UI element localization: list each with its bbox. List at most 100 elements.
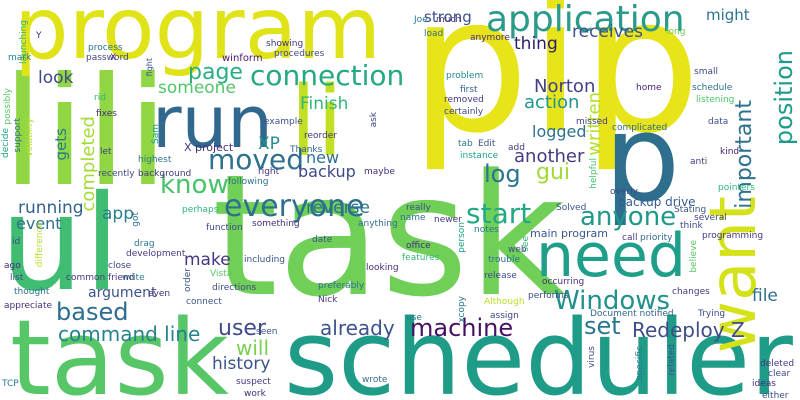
word-small: Stating <box>674 205 707 215</box>
word-gui: gui <box>536 160 571 185</box>
word-small: background <box>138 169 192 179</box>
word-small: password <box>86 53 129 63</box>
word-backup: backup <box>298 162 356 181</box>
word-action: action <box>524 92 580 113</box>
word-small: Vista <box>210 269 233 279</box>
word-small: load <box>424 29 444 39</box>
word-small: specific <box>635 346 645 381</box>
word-small: write <box>122 273 145 283</box>
word-strong: strong <box>424 8 472 26</box>
word-program: program <box>14 0 382 79</box>
word-small: much <box>436 15 462 25</box>
word-small: order <box>183 268 193 292</box>
word-small: work <box>244 389 266 399</box>
word-small: connect <box>186 297 222 307</box>
word-small: appreciate <box>4 301 53 311</box>
word-small: looking <box>366 263 399 273</box>
word-completed: completed <box>78 116 99 212</box>
word-small: long <box>666 27 686 37</box>
word-small: perhaps <box>182 205 219 215</box>
word-application: application <box>486 0 685 40</box>
word-small: schedule <box>692 83 733 93</box>
word-ul: ul <box>0 167 121 321</box>
word-will: will <box>236 336 270 360</box>
word-everyone: everyone <box>224 189 365 224</box>
word-small: really <box>406 203 431 213</box>
word-small: wrote <box>362 375 388 385</box>
word-small: decide <box>1 128 11 158</box>
word-small: notes <box>474 225 499 235</box>
word-need: need <box>536 221 686 291</box>
word-connection: connection <box>250 59 405 92</box>
word-small: office <box>406 241 431 251</box>
word-small: support <box>13 118 23 153</box>
word-small: person <box>457 222 467 253</box>
word-small: missed <box>576 117 608 127</box>
word-small: add <box>508 143 525 153</box>
word-small: maybe <box>364 167 395 177</box>
word-small: removed <box>444 95 484 105</box>
word-small: either <box>762 391 789 400</box>
word-small: occurring <box>542 277 585 287</box>
word-small: clear <box>768 369 791 379</box>
word-redeploy-z: Redeploy Z <box>632 318 745 342</box>
word-small: Edit <box>478 139 496 149</box>
word-x-project: X project <box>184 141 234 154</box>
word-small: let <box>100 147 112 157</box>
word-small: data <box>708 117 729 127</box>
word-small: Trying <box>698 309 726 319</box>
word-logged: logged <box>532 122 587 141</box>
word-small: rid <box>94 93 106 103</box>
word-scheduler: scheduler <box>284 297 793 400</box>
word-p: p <box>604 90 681 229</box>
word-small: Thanks <box>290 145 323 155</box>
word-xp: XP <box>258 134 280 154</box>
word-small: changes <box>672 287 710 297</box>
word-small: xcopy <box>457 296 467 323</box>
word-task-medium: task <box>10 297 229 400</box>
word-small: complicated <box>612 123 668 133</box>
word-small: process <box>88 43 123 53</box>
word-start: start <box>466 197 532 230</box>
word-small: pointers <box>718 183 755 193</box>
word-lili: lili <box>2 46 169 220</box>
word-receives: receives <box>572 22 643 42</box>
word-small: instance <box>460 151 499 161</box>
word-main-program: main program <box>530 227 608 240</box>
word-small: including <box>244 255 285 265</box>
word-small: even <box>148 289 171 299</box>
word-small: name <box>400 213 426 223</box>
word-small: virus <box>587 346 597 368</box>
word-running: running <box>18 198 84 218</box>
word-look: look <box>38 68 74 88</box>
word-small: winform <box>222 53 263 64</box>
word-small: performs <box>528 291 569 301</box>
word-small: release <box>484 271 517 281</box>
word-small: preferably <box>318 281 365 291</box>
word-small: Y <box>36 31 42 41</box>
word-small: something <box>252 219 300 229</box>
word-small: ask <box>369 112 379 128</box>
word-small: following <box>228 177 269 187</box>
word-small: showing <box>266 39 304 49</box>
word-small: seen <box>256 327 278 337</box>
word-another: another <box>514 146 585 167</box>
word-based: based <box>56 298 129 326</box>
word-already: already <box>320 316 395 340</box>
word-someone: someone <box>158 78 236 98</box>
word-argument: argument <box>88 285 157 301</box>
word-small: newer <box>434 215 462 225</box>
word-small: deleted <box>760 359 795 369</box>
word-norton: Norton <box>534 76 596 97</box>
word-windows: Windows <box>554 286 671 316</box>
word-small: trouble <box>488 255 520 265</box>
word-small: suspect <box>236 377 271 387</box>
word-small: common friend <box>66 273 135 283</box>
word-small: right <box>258 167 280 177</box>
word-small: list <box>10 273 24 283</box>
word-pip: pip <box>410 0 701 175</box>
word-small: priority <box>640 233 673 243</box>
word-position: position <box>770 50 798 146</box>
word-backup-drive: backup drive <box>618 195 696 209</box>
word-small: recently <box>98 169 135 179</box>
